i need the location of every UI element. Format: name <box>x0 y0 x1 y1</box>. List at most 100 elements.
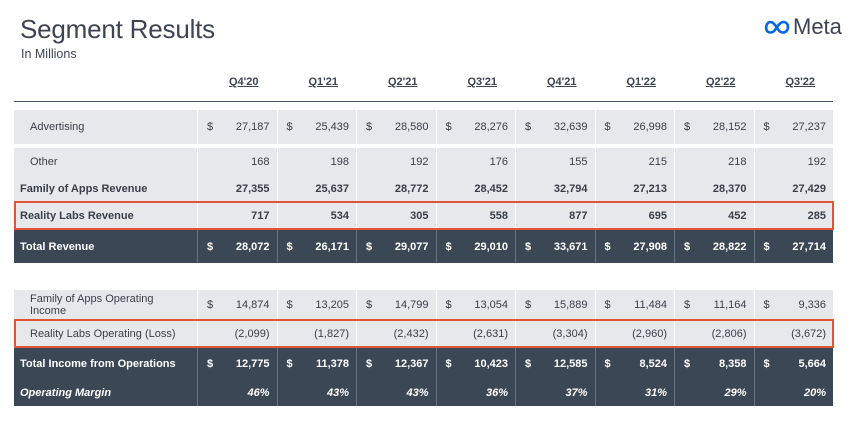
cell-value: 28,772 <box>394 182 429 195</box>
table-cell: 534 <box>276 202 357 229</box>
currency-symbol: $ <box>604 240 611 253</box>
cell-value: 28,822 <box>712 240 747 253</box>
currency-symbol: $ <box>763 121 770 133</box>
cell-value: 10,423 <box>474 357 508 370</box>
table-cell: 27,355 <box>197 175 277 202</box>
cell-value: 27,237 <box>792 121 826 133</box>
cell-value: 27,714 <box>792 240 826 253</box>
page-subtitle: In Millions <box>21 47 77 61</box>
currency-symbol: $ <box>684 299 691 311</box>
currency-symbol: $ <box>525 299 532 311</box>
table-cell: $14,799 <box>356 290 436 320</box>
cell-value: 168 <box>251 155 270 168</box>
table-cell: 695 <box>594 202 675 229</box>
cell-value: 26,171 <box>315 240 349 253</box>
table-cell: (2,099) <box>197 320 277 347</box>
table-cell: 32,794 <box>515 175 595 202</box>
currency-symbol: $ <box>445 299 452 311</box>
cell-value: (2,806) <box>711 327 747 340</box>
meta-infinity-icon <box>764 19 790 35</box>
table-cell: (2,960) <box>594 320 675 347</box>
table-cell: $28,152 <box>674 110 754 144</box>
cell-value: 37% <box>565 386 588 399</box>
column-header: Q1'21 <box>308 76 338 88</box>
currency-symbol: $ <box>286 121 293 133</box>
page-title: Segment Results <box>20 14 215 44</box>
table-cell: 29% <box>674 379 754 406</box>
table-cell: 168 <box>197 148 277 175</box>
cell-value: 15,889 <box>553 299 588 311</box>
table-row-rl-revenue: Reality Labs Revenue 717 534 305 558 877 695 45… <box>14 202 833 229</box>
table-cell: $27,908 <box>594 230 675 263</box>
currency-symbol: $ <box>525 121 532 133</box>
cell-value: 218 <box>728 155 747 168</box>
table-cell: $29,010 <box>435 230 516 263</box>
cell-value: 36% <box>485 386 508 399</box>
row-label: Reality Labs Revenue <box>20 209 134 222</box>
cell-value: (2,099) <box>234 327 270 340</box>
cell-value: (1,827) <box>314 327 349 340</box>
table-cell: 877 <box>515 202 595 229</box>
currency-symbol: $ <box>445 121 452 133</box>
table-row-operating-margin: Operating Margin 46% 43% 43% 36% 37% 31% 29% 20% <box>14 379 833 406</box>
currency-symbol: $ <box>604 121 611 133</box>
table-cell: $27,714 <box>753 230 834 263</box>
table-cell: $28,580 <box>356 110 436 144</box>
table-cell: 28,370 <box>674 175 754 202</box>
currency-symbol: $ <box>684 121 691 133</box>
cell-value: (2,432) <box>393 327 429 340</box>
cell-value: 32,794 <box>553 182 588 195</box>
cell-value: 192 <box>807 155 826 168</box>
table-cell: 25,637 <box>276 175 357 202</box>
currency-symbol: $ <box>207 121 214 133</box>
cell-value: 28,580 <box>394 121 429 133</box>
table-row-foa-op-income: Family of Apps Operating Income $14,874 $1… <box>14 290 833 320</box>
cell-value: 558 <box>489 209 508 222</box>
cell-value: 534 <box>330 209 349 222</box>
table-cell: 36% <box>435 379 516 406</box>
table-row-total-revenue: Total Revenue $28,072 $26,171 $29,077 $29,01… <box>14 230 833 263</box>
currency-symbol: $ <box>763 357 770 370</box>
cell-value: 28,452 <box>474 182 508 195</box>
column-header: Q4'21 <box>546 76 577 88</box>
table-cell: $27,237 <box>753 110 834 144</box>
cell-value: 33,671 <box>553 240 588 253</box>
cell-value: 285 <box>807 209 826 222</box>
table-cell: $5,664 <box>753 348 834 379</box>
currency-symbol: $ <box>286 299 293 311</box>
cell-value: 29,010 <box>474 240 508 253</box>
table-cell: 27,213 <box>594 175 675 202</box>
cell-value: 877 <box>569 209 588 222</box>
table-cell: 215 <box>594 148 675 175</box>
table-cell: 452 <box>674 202 754 229</box>
row-label: Family of Apps Operating Income <box>30 293 154 317</box>
table-cell: (2,631) <box>435 320 516 347</box>
cell-value: (2,960) <box>632 327 667 340</box>
column-header: Q1'22 <box>626 76 656 88</box>
cell-value: 28,152 <box>712 121 747 133</box>
cell-value: 14,874 <box>235 299 270 311</box>
currency-symbol: $ <box>207 299 214 311</box>
cell-value: 29% <box>724 386 747 399</box>
row-label: Reality Labs Operating (Loss) <box>30 327 176 340</box>
currency-symbol: $ <box>366 121 373 133</box>
currency-symbol: $ <box>207 357 214 370</box>
table-cell: 717 <box>197 202 277 229</box>
currency-symbol: $ <box>525 240 532 253</box>
currency-symbol: $ <box>366 357 373 370</box>
row-label: Operating Margin <box>20 386 112 399</box>
currency-symbol: $ <box>207 240 214 253</box>
cell-value: 12,585 <box>553 357 588 370</box>
cell-value: 25,439 <box>315 121 349 133</box>
cell-value: (3,304) <box>552 327 588 340</box>
table-cell: 46% <box>197 379 277 406</box>
row-label: Family of Apps Revenue <box>20 182 148 195</box>
column-header: Q4'20 <box>228 76 259 88</box>
row-label: Total Income from Operations <box>20 357 176 370</box>
cell-value: 27,355 <box>235 182 270 195</box>
cell-value: 11,484 <box>634 299 667 311</box>
highlight-outline-reality-labs-revenue <box>14 201 834 230</box>
cell-value: 28,370 <box>712 182 747 195</box>
table-cell: 305 <box>356 202 436 229</box>
table-cell: $8,358 <box>674 348 754 379</box>
